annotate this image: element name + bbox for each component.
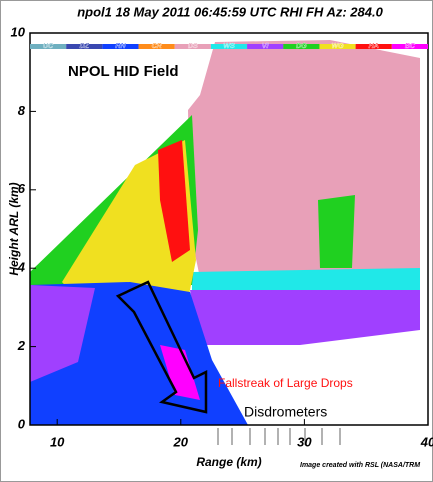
legend-swatch [66, 44, 103, 49]
chart-title: npol1 18 May 2011 06:45:59 UTC RHI FH Az… [77, 4, 383, 19]
x-tick-label: 40 [420, 434, 433, 449]
y-axis-label: Height ARL (km) [7, 182, 21, 275]
legend-swatch [391, 44, 428, 49]
y-tick-label: 2 [17, 338, 26, 353]
legend-swatch [319, 44, 356, 49]
legend-label: WS [223, 43, 235, 50]
x-tick-label: 30 [297, 434, 312, 449]
credit: Image created with RSL (NASA/TRM [300, 462, 420, 469]
annotation: Disdrometers [244, 404, 327, 420]
legend-swatch [30, 44, 67, 49]
legend-label: UC [43, 43, 54, 50]
plot-frame [29, 32, 429, 426]
legend-swatch [210, 44, 248, 49]
legend-label: RN [115, 43, 126, 50]
x-axis-label: Range (km) [196, 455, 261, 469]
x-tick-label: 10 [50, 434, 65, 449]
radar-field [30, 40, 420, 445]
legend-label: DZ [80, 43, 90, 50]
legend-label: WG [332, 43, 345, 50]
y-tick-label: 0 [18, 416, 26, 431]
legend-swatch [247, 44, 284, 49]
legend-swatch [355, 44, 392, 49]
legend-swatch [102, 44, 139, 49]
legend-label: BC [405, 43, 416, 50]
field-label: NPOL HID Field [68, 63, 179, 80]
legend-swatch [174, 44, 211, 49]
legend-swatch [138, 44, 175, 49]
legend-label: HA [369, 43, 379, 50]
y-tick-label: 4 [17, 260, 26, 275]
y-tick-label: 6 [18, 181, 26, 196]
legend-label: VI [262, 43, 270, 50]
annotation: Fallstreak of Large Drops [218, 376, 353, 390]
y-tick-label: 8 [18, 103, 26, 118]
legend-label: DG [296, 43, 307, 50]
legend-label: CR [152, 43, 162, 50]
legend-swatch [283, 44, 320, 49]
y-tick-label: 10 [11, 24, 26, 39]
legend-label: DS [188, 43, 198, 50]
x-tick-label: 20 [173, 434, 189, 449]
